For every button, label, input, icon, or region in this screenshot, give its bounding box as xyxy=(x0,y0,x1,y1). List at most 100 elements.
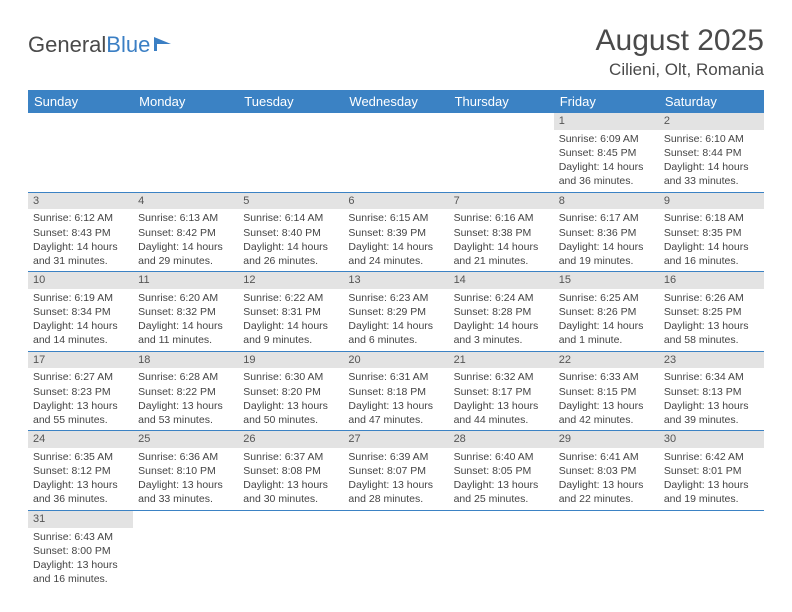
day-body: Sunrise: 6:09 AMSunset: 8:45 PMDaylight:… xyxy=(554,130,659,192)
calendar-cell xyxy=(133,113,238,192)
day-daylight: Daylight: 13 hours and 58 minutes. xyxy=(664,319,759,347)
day-body: Sunrise: 6:20 AMSunset: 8:32 PMDaylight:… xyxy=(133,289,238,351)
day-body: Sunrise: 6:25 AMSunset: 8:26 PMDaylight:… xyxy=(554,289,659,351)
day-sunrise: Sunrise: 6:22 AM xyxy=(243,291,338,305)
calendar-row: 10Sunrise: 6:19 AMSunset: 8:34 PMDayligh… xyxy=(28,272,764,352)
day-number: 3 xyxy=(28,193,133,210)
day-daylight: Daylight: 13 hours and 36 minutes. xyxy=(33,478,128,506)
day-sunset: Sunset: 8:36 PM xyxy=(559,226,654,240)
day-body: Sunrise: 6:27 AMSunset: 8:23 PMDaylight:… xyxy=(28,368,133,430)
calendar-cell: 1Sunrise: 6:09 AMSunset: 8:45 PMDaylight… xyxy=(554,113,659,192)
calendar-cell xyxy=(449,510,554,589)
day-daylight: Daylight: 13 hours and 33 minutes. xyxy=(138,478,233,506)
day-sunrise: Sunrise: 6:34 AM xyxy=(664,370,759,384)
weekday-header: Saturday xyxy=(659,90,764,113)
day-sunrise: Sunrise: 6:18 AM xyxy=(664,211,759,225)
day-sunrise: Sunrise: 6:36 AM xyxy=(138,450,233,464)
day-daylight: Daylight: 14 hours and 6 minutes. xyxy=(348,319,443,347)
location: Cilieni, Olt, Romania xyxy=(596,60,764,80)
day-body: Sunrise: 6:14 AMSunset: 8:40 PMDaylight:… xyxy=(238,209,343,271)
day-daylight: Daylight: 14 hours and 11 minutes. xyxy=(138,319,233,347)
day-sunset: Sunset: 8:17 PM xyxy=(454,385,549,399)
day-sunset: Sunset: 8:38 PM xyxy=(454,226,549,240)
day-body: Sunrise: 6:23 AMSunset: 8:29 PMDaylight:… xyxy=(343,289,448,351)
weekday-header: Friday xyxy=(554,90,659,113)
day-body: Sunrise: 6:16 AMSunset: 8:38 PMDaylight:… xyxy=(449,209,554,271)
calendar-cell: 4Sunrise: 6:13 AMSunset: 8:42 PMDaylight… xyxy=(133,192,238,272)
day-sunset: Sunset: 8:20 PM xyxy=(243,385,338,399)
day-body: Sunrise: 6:31 AMSunset: 8:18 PMDaylight:… xyxy=(343,368,448,430)
calendar-cell xyxy=(238,510,343,589)
day-sunset: Sunset: 8:26 PM xyxy=(559,305,654,319)
day-daylight: Daylight: 14 hours and 21 minutes. xyxy=(454,240,549,268)
day-number: 31 xyxy=(28,511,133,528)
day-daylight: Daylight: 13 hours and 30 minutes. xyxy=(243,478,338,506)
calendar-cell: 6Sunrise: 6:15 AMSunset: 8:39 PMDaylight… xyxy=(343,192,448,272)
calendar-row: 17Sunrise: 6:27 AMSunset: 8:23 PMDayligh… xyxy=(28,351,764,431)
day-daylight: Daylight: 13 hours and 55 minutes. xyxy=(33,399,128,427)
calendar-row: 31Sunrise: 6:43 AMSunset: 8:00 PMDayligh… xyxy=(28,510,764,589)
day-body: Sunrise: 6:30 AMSunset: 8:20 PMDaylight:… xyxy=(238,368,343,430)
day-body: Sunrise: 6:17 AMSunset: 8:36 PMDaylight:… xyxy=(554,209,659,271)
day-daylight: Daylight: 14 hours and 26 minutes. xyxy=(243,240,338,268)
weekday-header: Wednesday xyxy=(343,90,448,113)
day-number: 23 xyxy=(659,352,764,369)
calendar-cell: 21Sunrise: 6:32 AMSunset: 8:17 PMDayligh… xyxy=(449,351,554,431)
day-body: Sunrise: 6:33 AMSunset: 8:15 PMDaylight:… xyxy=(554,368,659,430)
day-number: 8 xyxy=(554,193,659,210)
day-number: 29 xyxy=(554,431,659,448)
calendar-cell xyxy=(659,510,764,589)
day-sunrise: Sunrise: 6:43 AM xyxy=(33,530,128,544)
calendar-cell: 27Sunrise: 6:39 AMSunset: 8:07 PMDayligh… xyxy=(343,431,448,511)
day-sunset: Sunset: 8:18 PM xyxy=(348,385,443,399)
calendar-cell: 18Sunrise: 6:28 AMSunset: 8:22 PMDayligh… xyxy=(133,351,238,431)
day-sunset: Sunset: 8:05 PM xyxy=(454,464,549,478)
day-number: 16 xyxy=(659,272,764,289)
header: GeneralBlue August 2025 Cilieni, Olt, Ro… xyxy=(28,24,764,80)
day-sunrise: Sunrise: 6:27 AM xyxy=(33,370,128,384)
calendar-cell: 28Sunrise: 6:40 AMSunset: 8:05 PMDayligh… xyxy=(449,431,554,511)
day-sunset: Sunset: 8:29 PM xyxy=(348,305,443,319)
calendar-cell: 17Sunrise: 6:27 AMSunset: 8:23 PMDayligh… xyxy=(28,351,133,431)
calendar-page: GeneralBlue August 2025 Cilieni, Olt, Ro… xyxy=(0,0,792,589)
day-sunset: Sunset: 8:07 PM xyxy=(348,464,443,478)
day-body: Sunrise: 6:19 AMSunset: 8:34 PMDaylight:… xyxy=(28,289,133,351)
calendar-cell: 11Sunrise: 6:20 AMSunset: 8:32 PMDayligh… xyxy=(133,272,238,352)
calendar-cell: 16Sunrise: 6:26 AMSunset: 8:25 PMDayligh… xyxy=(659,272,764,352)
calendar-row: 3Sunrise: 6:12 AMSunset: 8:43 PMDaylight… xyxy=(28,192,764,272)
day-daylight: Daylight: 13 hours and 16 minutes. xyxy=(33,558,128,586)
day-sunset: Sunset: 8:44 PM xyxy=(664,146,759,160)
day-body: Sunrise: 6:28 AMSunset: 8:22 PMDaylight:… xyxy=(133,368,238,430)
calendar-cell: 20Sunrise: 6:31 AMSunset: 8:18 PMDayligh… xyxy=(343,351,448,431)
day-sunrise: Sunrise: 6:14 AM xyxy=(243,211,338,225)
calendar-cell xyxy=(343,113,448,192)
day-number: 15 xyxy=(554,272,659,289)
day-sunset: Sunset: 8:28 PM xyxy=(454,305,549,319)
day-sunset: Sunset: 8:08 PM xyxy=(243,464,338,478)
calendar-cell: 2Sunrise: 6:10 AMSunset: 8:44 PMDaylight… xyxy=(659,113,764,192)
title-block: August 2025 Cilieni, Olt, Romania xyxy=(596,24,764,80)
day-sunset: Sunset: 8:45 PM xyxy=(559,146,654,160)
day-sunset: Sunset: 8:34 PM xyxy=(33,305,128,319)
weekday-header-row: Sunday Monday Tuesday Wednesday Thursday… xyxy=(28,90,764,113)
day-daylight: Daylight: 13 hours and 25 minutes. xyxy=(454,478,549,506)
day-number: 5 xyxy=(238,193,343,210)
day-sunset: Sunset: 8:23 PM xyxy=(33,385,128,399)
day-number: 19 xyxy=(238,352,343,369)
day-number: 11 xyxy=(133,272,238,289)
day-sunrise: Sunrise: 6:19 AM xyxy=(33,291,128,305)
day-sunset: Sunset: 8:10 PM xyxy=(138,464,233,478)
day-number: 4 xyxy=(133,193,238,210)
day-daylight: Daylight: 14 hours and 14 minutes. xyxy=(33,319,128,347)
day-body: Sunrise: 6:32 AMSunset: 8:17 PMDaylight:… xyxy=(449,368,554,430)
day-sunrise: Sunrise: 6:31 AM xyxy=(348,370,443,384)
day-body: Sunrise: 6:43 AMSunset: 8:00 PMDaylight:… xyxy=(28,528,133,590)
logo-text-1: General xyxy=(28,32,106,58)
day-body: Sunrise: 6:10 AMSunset: 8:44 PMDaylight:… xyxy=(659,130,764,192)
day-body: Sunrise: 6:22 AMSunset: 8:31 PMDaylight:… xyxy=(238,289,343,351)
day-daylight: Daylight: 14 hours and 19 minutes. xyxy=(559,240,654,268)
day-number: 12 xyxy=(238,272,343,289)
calendar-cell: 13Sunrise: 6:23 AMSunset: 8:29 PMDayligh… xyxy=(343,272,448,352)
day-sunrise: Sunrise: 6:42 AM xyxy=(664,450,759,464)
day-daylight: Daylight: 14 hours and 24 minutes. xyxy=(348,240,443,268)
